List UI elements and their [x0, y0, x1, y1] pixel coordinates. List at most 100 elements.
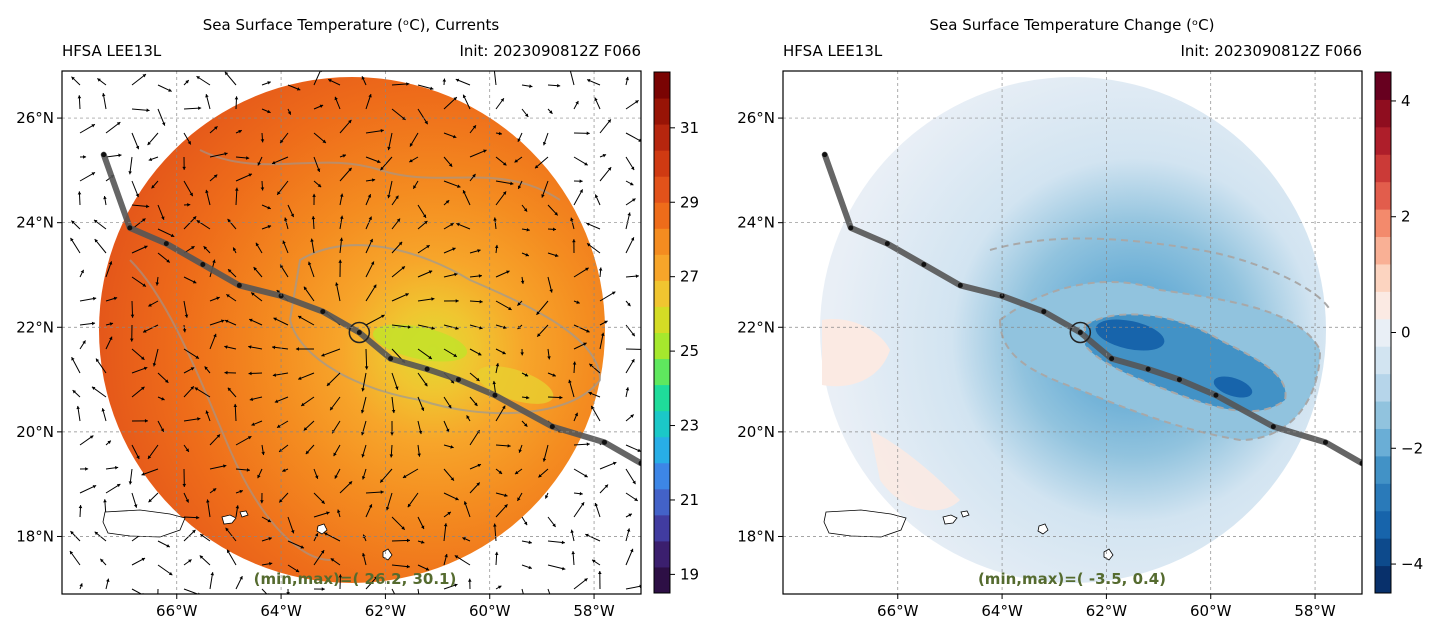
- colorbar-segment: [654, 72, 670, 99]
- track-point: [388, 356, 393, 361]
- colorbar-segment: [1375, 72, 1391, 100]
- colorbar-segment: [654, 463, 670, 490]
- current-vector-head: [430, 87, 433, 90]
- init-label: Init: 2023090812Z F066: [459, 42, 641, 60]
- current-vector-head: [580, 492, 583, 496]
- x-tick-label: 60°W: [1190, 602, 1232, 620]
- current-vector-head: [627, 212, 631, 215]
- colorbar-segment: [1375, 483, 1391, 511]
- colorbar-tick-label: 21: [680, 491, 699, 509]
- colorbar-segment: [654, 541, 670, 568]
- colorbar-segment: [1375, 511, 1391, 539]
- current-vector-head: [129, 481, 133, 484]
- current-vector: [262, 589, 269, 597]
- track-point: [1041, 309, 1046, 314]
- current-vector-head: [562, 541, 565, 545]
- x-tick-label: 64°W: [260, 602, 302, 620]
- y-tick-label: 24°N: [737, 214, 775, 232]
- current-vector-head: [570, 530, 574, 533]
- colorbar-tick-label: 0: [1401, 324, 1411, 342]
- colorbar-segment: [654, 280, 670, 307]
- colorbar-segment: [1375, 99, 1391, 127]
- colorbar-segment: [1375, 346, 1391, 374]
- colorbar-segment: [1375, 264, 1391, 292]
- y-tick-label: 18°N: [16, 527, 54, 545]
- track-point: [958, 283, 963, 288]
- track-point: [492, 393, 497, 398]
- colorbar-segment: [1375, 456, 1391, 484]
- x-tick-label: 60°W: [469, 602, 511, 620]
- current-vector: [366, 349, 367, 369]
- colorbar-segment: [654, 98, 670, 125]
- current-vector-head: [598, 571, 602, 574]
- y-tick-label: 26°N: [737, 109, 775, 127]
- current-vector-head: [587, 442, 590, 446]
- colorbar-segment: [1375, 182, 1391, 210]
- current-vector-head: [418, 603, 422, 606]
- track-point: [1078, 330, 1083, 335]
- colorbar-segment: [1375, 319, 1391, 347]
- current-vector-head: [557, 84, 560, 88]
- y-axis-ticks: 18°N20°N22°N24°N26°N: [16, 109, 62, 545]
- colorbar-segment: [1375, 127, 1391, 155]
- current-vector-head: [627, 528, 630, 531]
- current-vector-head: [571, 551, 575, 554]
- current-vector-head: [102, 408, 105, 411]
- track-point: [237, 283, 242, 288]
- colorbar-segment: [654, 306, 670, 333]
- current-vector: [570, 68, 574, 85]
- track-point: [885, 241, 890, 246]
- colorbar-segment: [654, 359, 670, 386]
- colorbar-segment: [654, 437, 670, 464]
- colorbar-segment: [654, 150, 670, 177]
- current-vector-head: [550, 599, 553, 602]
- track-point: [550, 424, 555, 429]
- current-vector-head: [205, 94, 208, 97]
- current-vector: [132, 589, 145, 596]
- colorbar-segment: [1375, 237, 1391, 265]
- colorbar-segment: [1375, 538, 1391, 566]
- colorbar-segment: [654, 333, 670, 360]
- y-tick-label: 26°N: [16, 109, 54, 127]
- y-tick-label: 24°N: [16, 214, 54, 232]
- colorbar-tick-label: −4: [1401, 555, 1423, 573]
- track-point: [921, 262, 926, 267]
- x-tick-label: 62°W: [365, 602, 407, 620]
- y-axis-ticks: 18°N20°N22°N24°N26°N: [737, 109, 783, 545]
- current-vector-head: [562, 567, 565, 571]
- colorbar-segment: [654, 202, 670, 229]
- colorbar-segment: [1375, 374, 1391, 402]
- colorbar-tick-label: 19: [680, 565, 699, 583]
- track-point: [1271, 424, 1276, 429]
- colorbar-segment: [654, 489, 670, 516]
- colorbar-segment: [1375, 209, 1391, 237]
- track-point: [1109, 356, 1114, 361]
- current-vector: [548, 589, 553, 603]
- colorbar-tick-label: 2: [1401, 208, 1411, 226]
- current-vector-head: [580, 179, 583, 183]
- current-vector-head: [625, 77, 629, 80]
- current-vector: [418, 589, 421, 606]
- colorbar-segment: [1375, 401, 1391, 429]
- colorbar-segment: [1375, 291, 1391, 319]
- colorbar-segment: [654, 411, 670, 438]
- track-point: [1146, 367, 1151, 372]
- colorbar-tick-label: −2: [1401, 439, 1423, 457]
- colorbar-segment: [654, 515, 670, 542]
- y-tick-label: 20°N: [737, 423, 775, 441]
- current-vector-head: [78, 191, 82, 194]
- colorbar-tick-label: 31: [680, 119, 699, 137]
- colorbar-segment: [1375, 154, 1391, 182]
- y-tick-label: 20°N: [16, 423, 54, 441]
- colorbar: [654, 72, 670, 594]
- x-tick-label: 66°W: [877, 602, 919, 620]
- model-label: HFSA LEE13L: [62, 42, 162, 60]
- colorbar: [1375, 72, 1391, 594]
- track-point: [602, 440, 607, 445]
- minmax-label: (min,max)=( -3.5, 0.4): [978, 570, 1166, 588]
- current-vector-head: [103, 499, 107, 502]
- current-vector-head: [198, 106, 201, 110]
- colorbar-segment: [1375, 566, 1391, 594]
